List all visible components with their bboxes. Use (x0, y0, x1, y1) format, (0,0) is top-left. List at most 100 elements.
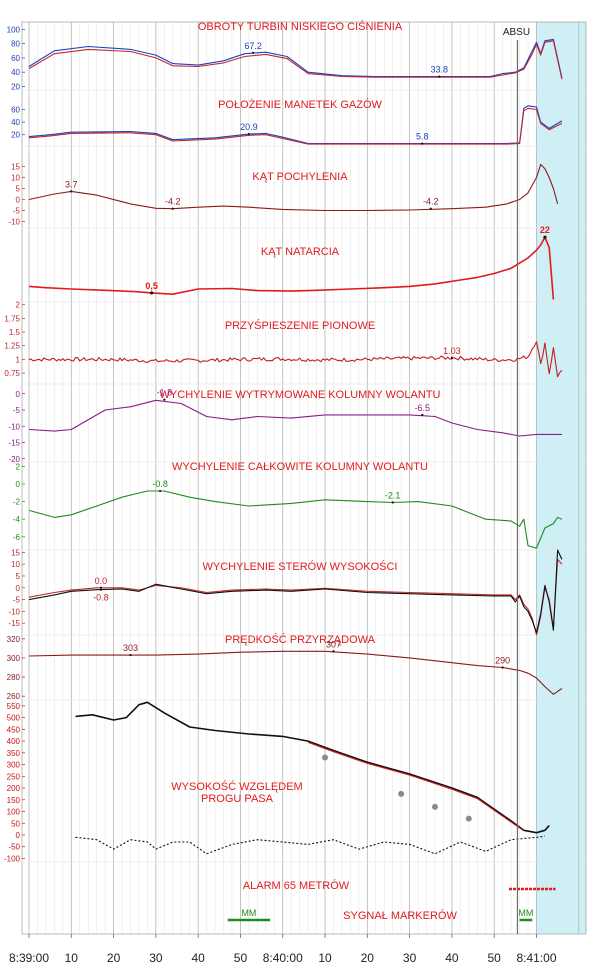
annotation-label: -0.8 (93, 593, 109, 603)
y-tick-label: 320 (7, 635, 21, 644)
y-tick-label: -20 (8, 455, 20, 464)
panel-title: KĄT POCHYLENIA (252, 171, 348, 183)
annotation-point (70, 190, 73, 193)
x-tick-label: 10 (65, 951, 79, 965)
annotation-label: 0.0 (95, 576, 108, 586)
y-tick-label: -15 (8, 619, 20, 628)
y-tick-label: 300 (7, 654, 21, 663)
y-tick-label: -5 (13, 206, 21, 215)
series-line (28, 650, 563, 695)
x-tick-label: 8:41:00 (516, 951, 556, 965)
panel-title: WYSOKOŚĆ WZGLĘDEM (171, 780, 302, 793)
annotation-point (438, 75, 441, 78)
annotation-point (421, 413, 424, 416)
y-tick-label: -100 (4, 854, 21, 863)
y-tick-label: 5 (16, 185, 21, 194)
y-tick-label: -4 (13, 515, 21, 524)
y-tick-label: 40 (11, 68, 20, 77)
y-tick-label: 1.75 (4, 314, 20, 323)
series-line (28, 163, 559, 212)
waypoint-dot (398, 790, 405, 797)
waypoint-dot (431, 803, 438, 810)
y-tick-label: -10 (8, 422, 20, 431)
annotation-point (158, 489, 162, 493)
series-line (28, 399, 562, 437)
y-tick-label: 280 (7, 673, 21, 682)
y-tick-label: 350 (7, 749, 21, 758)
annotation-point (543, 235, 547, 239)
absu-marker-label: ABSU (503, 27, 530, 38)
annotation-label: 20.9 (240, 122, 258, 132)
x-tick-label: 20 (107, 951, 121, 965)
x-tick-label: 50 (234, 951, 248, 965)
chart-marks (28, 38, 563, 934)
annotation-label: 0,5 (145, 281, 158, 291)
series-line (28, 105, 563, 145)
waypoint-dot (322, 754, 329, 761)
annotation-point (450, 356, 453, 359)
annotation-point (247, 133, 251, 136)
annotation-label: 3.7 (65, 179, 78, 189)
annotation-label: -2.1 (385, 490, 401, 500)
y-tick-label: 150 (7, 796, 21, 805)
marker-label: MM (518, 908, 533, 918)
annotation-point (429, 207, 432, 210)
panel-title: WYCHYLENIE WYTRYMOWANE KOLUMNY WOLANTU (160, 389, 441, 401)
plot-frame (21, 21, 587, 935)
x-tick-label: 40 (191, 951, 205, 965)
annotation-point (332, 650, 335, 653)
y-tick-label: 0 (16, 390, 21, 399)
marker-label: MM (241, 908, 256, 918)
annotation-point (171, 207, 174, 210)
y-tick-label: 80 (11, 40, 20, 49)
y-tick-label: 20 (11, 131, 20, 140)
y-tick-label: -50 (8, 843, 20, 852)
annotation-label: -6.5 (415, 403, 431, 413)
annotation-label: 67.2 (244, 41, 262, 51)
series-line (28, 341, 563, 378)
y-tick-label: 10 (11, 174, 20, 183)
y-tick-label: 50 (11, 819, 20, 828)
annotation-point (99, 586, 102, 589)
annotation-point (99, 588, 102, 591)
annotation-label: -4.2 (423, 197, 439, 207)
series-line (75, 701, 550, 834)
series-line (307, 741, 525, 832)
y-tick-label: 0.75 (4, 369, 20, 378)
y-tick-label: 450 (7, 725, 21, 734)
annotation-label: 303 (123, 643, 138, 653)
x-tick-label: 30 (403, 951, 417, 965)
annotation-point (421, 142, 424, 145)
y-tick-label: 5 (16, 572, 21, 581)
y-tick-label: 1 (16, 355, 21, 364)
annotation-point (391, 501, 394, 504)
panel-title: WYCHYLENIE STERÓW WYSOKOŚCI (203, 560, 398, 573)
series-line (28, 236, 555, 300)
y-tick-label: -2 (13, 498, 21, 507)
y-tick-label: 0 (16, 195, 21, 204)
y-tick-label: 0 (16, 480, 21, 489)
panel-title-cont: PROGU PASA (201, 793, 274, 805)
y-tick-label: 2 (16, 462, 21, 471)
y-tick-label: 550 (7, 702, 21, 711)
annotation-label: 33.8 (430, 65, 448, 75)
annotation-label: 5.8 (416, 132, 429, 142)
panel-title: PRZYŚPIESZENIE PIONOWE (225, 319, 375, 332)
y-tick-label: 10 (11, 560, 20, 569)
annotation-point (501, 666, 504, 669)
y-tick-label: 0 (16, 584, 21, 593)
y-tick-label: 15 (11, 163, 20, 172)
annotation-label: -4.2 (165, 197, 181, 207)
chart-labels: OBROTY TURBIN NISKIEGO CIŚNIENIA10080604… (4, 20, 557, 965)
y-tick-label: 60 (11, 106, 20, 115)
annotation-label: 290 (495, 656, 510, 666)
series-line (28, 38, 563, 79)
series-line (28, 490, 563, 549)
annotation-point (129, 653, 132, 657)
y-tick-label: 100 (7, 808, 21, 817)
y-tick-label: -10 (8, 607, 20, 616)
annotation-label: 1.03 (443, 346, 461, 356)
x-tick-label: 40 (445, 951, 459, 965)
y-tick-label: 260 (7, 692, 21, 701)
annotation-label: 22 (540, 225, 550, 235)
